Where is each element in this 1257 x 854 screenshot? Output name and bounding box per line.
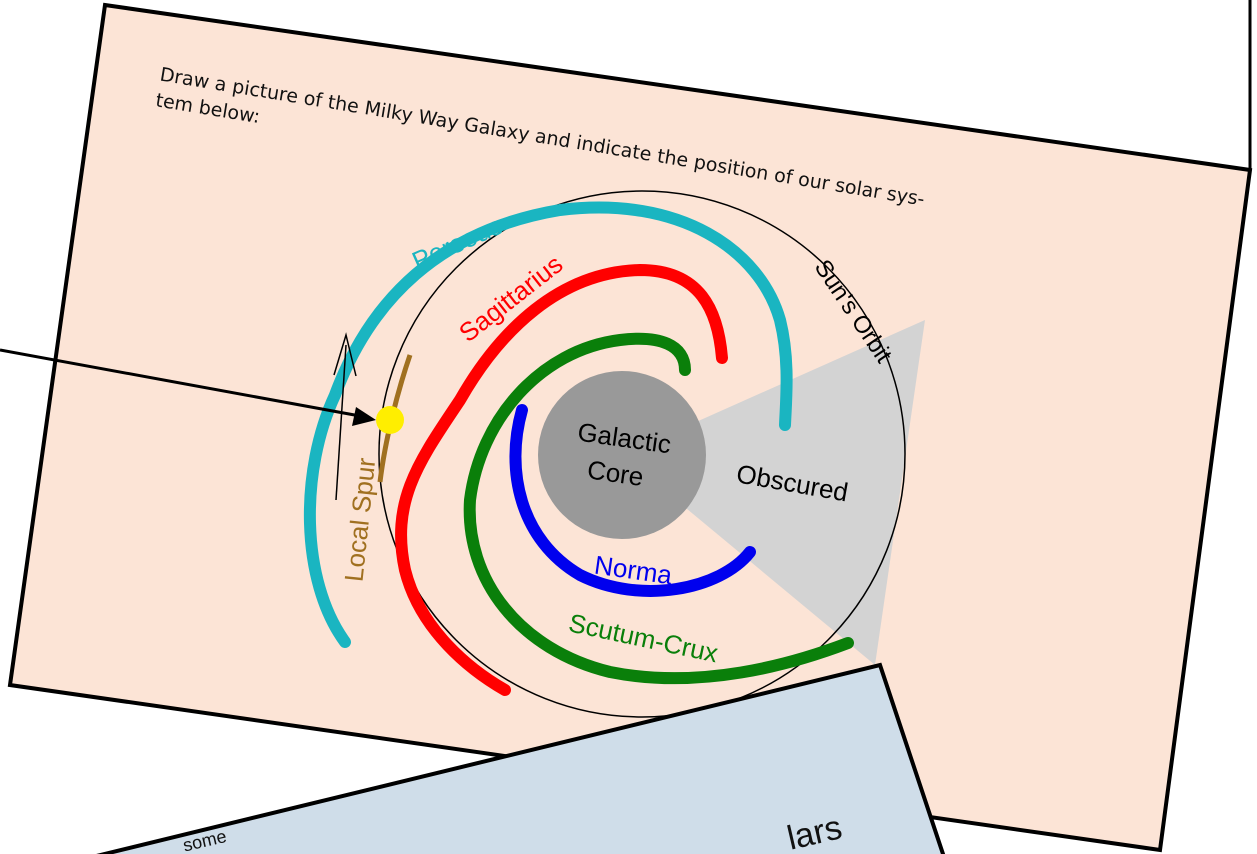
sun [376,406,404,434]
next-card [96,662,946,854]
scutum-crux-arm [463,332,854,685]
pointer-line [0,348,361,418]
sagittarius-arm [395,263,728,696]
perseus-arm [303,201,793,648]
galactic-core [538,371,706,539]
suns-orbit [378,190,906,718]
pointer-arrowhead [352,407,376,426]
obscured-region [622,320,925,665]
direction-arrowhead [333,332,357,377]
direction-arrow [335,344,347,501]
norma-arm [509,404,756,597]
